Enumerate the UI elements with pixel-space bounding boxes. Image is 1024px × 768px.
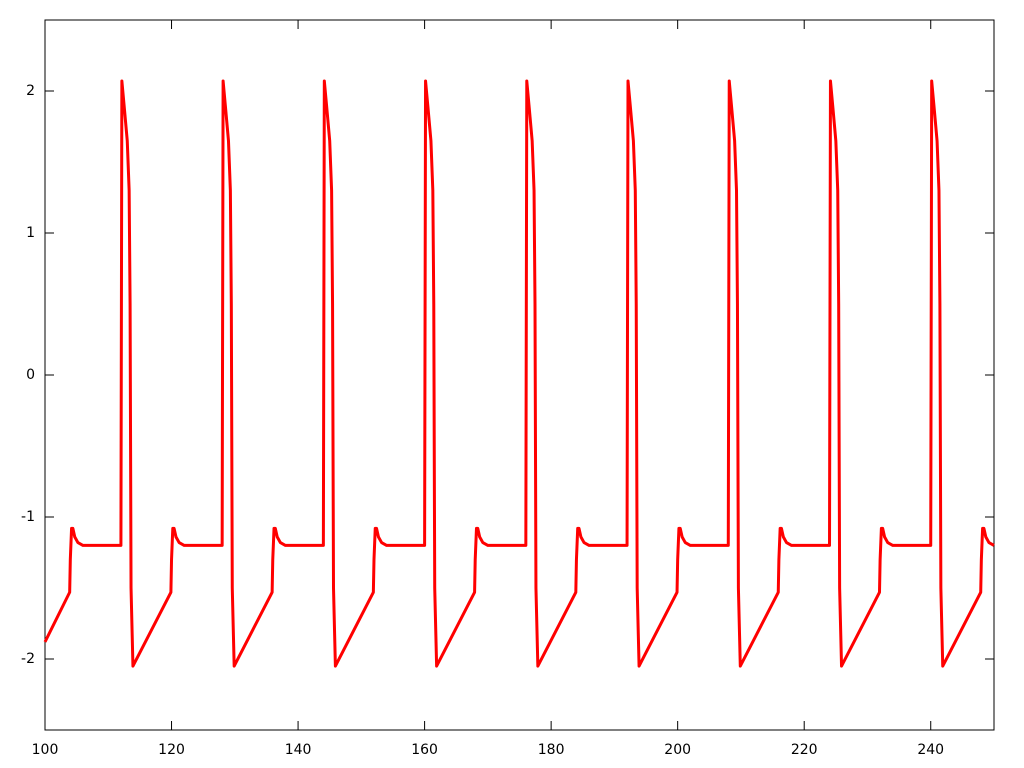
x-tick-label: 140 [285,742,312,758]
plot-border [44,19,995,731]
y-tick-label: 0 [26,367,35,383]
x-tick-label: 200 [664,742,691,758]
x-tick-label: 240 [917,742,944,758]
x-tick-label: 220 [791,742,818,758]
x-tick-label: 180 [538,742,565,758]
y-tick-label: -2 [21,651,35,667]
y-tick-label: 1 [26,225,35,241]
x-tick-label: 160 [411,742,438,758]
y-tick-label: 2 [26,83,35,99]
data-line [43,79,995,668]
x-tick-label: 120 [158,742,185,758]
y-tick-label: -1 [21,509,35,525]
x-tick-label: 100 [32,742,59,758]
